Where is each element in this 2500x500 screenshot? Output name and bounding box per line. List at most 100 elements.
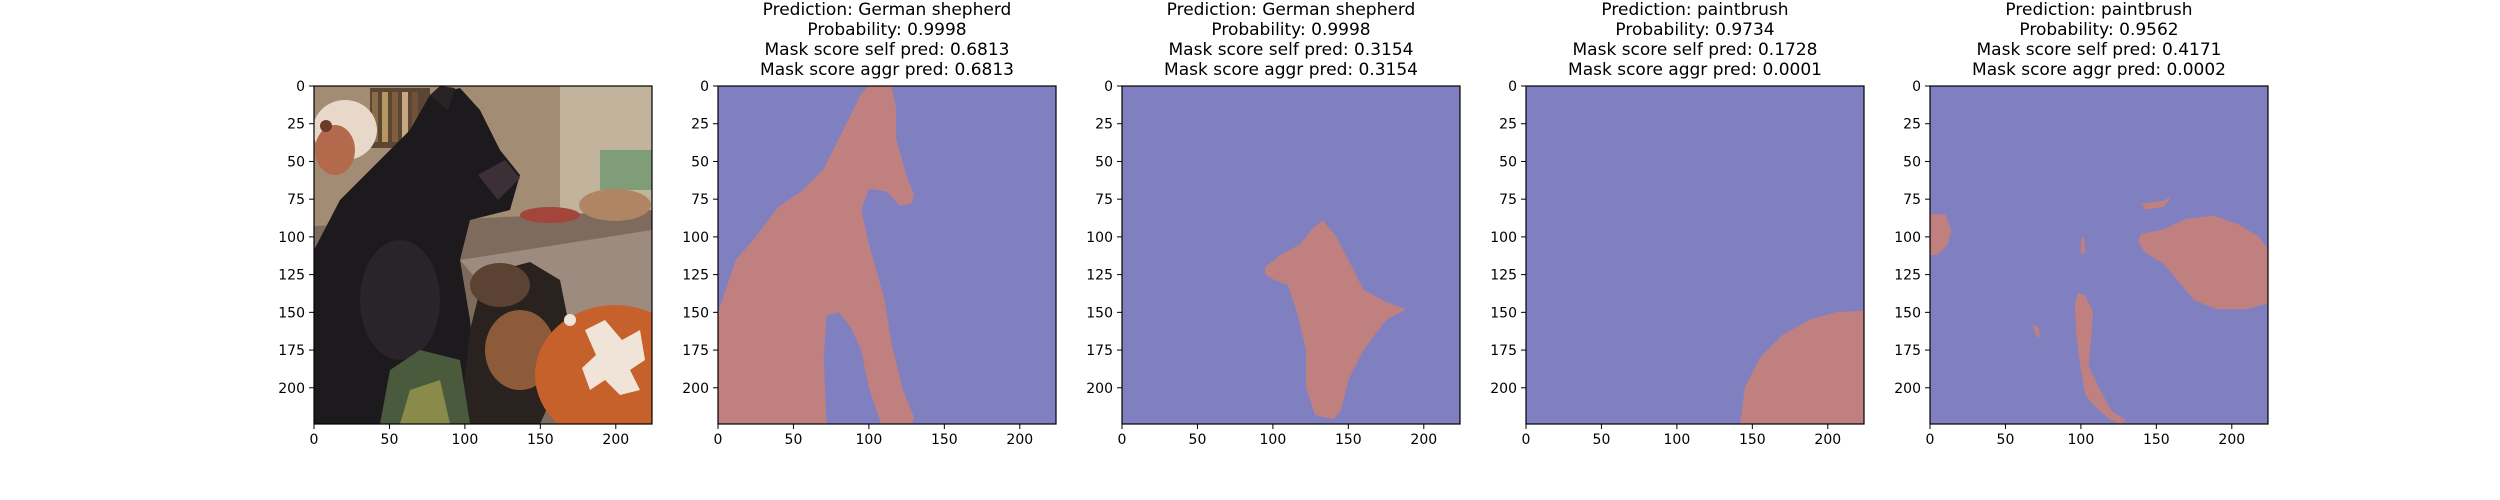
y-tick-label: 100 xyxy=(278,230,305,246)
mask-foreground-region xyxy=(2080,236,2086,255)
panel-title-line: Mask score self pred: 0.6813 xyxy=(765,40,1010,60)
y-tick-label: 175 xyxy=(1086,343,1113,359)
y-tick-label: 50 xyxy=(287,154,305,170)
axes-frame xyxy=(1525,85,1865,425)
panel-title-line: Probability: 0.9998 xyxy=(1211,20,1370,40)
mask-foreground-region xyxy=(1740,310,1864,424)
y-tick-label: 100 xyxy=(1490,230,1517,246)
x-tick-label: 0 xyxy=(714,432,723,448)
y-tick-label: 0 xyxy=(296,79,305,95)
y-tick-label: 0 xyxy=(1912,79,1921,95)
y-tick-label: 150 xyxy=(682,305,709,321)
y-tick-label: 200 xyxy=(1894,381,1921,397)
y-tick-label: 75 xyxy=(1903,192,1921,208)
y-tick-label: 25 xyxy=(691,117,709,133)
mask-foreground-region xyxy=(2141,196,2172,210)
y-tick-label: 50 xyxy=(1499,154,1517,170)
y-tick-label: 50 xyxy=(1903,154,1921,170)
y-tick-label: 100 xyxy=(1894,230,1921,246)
mask-foreground-region xyxy=(718,86,915,424)
x-tick-label: 0 xyxy=(1926,432,1935,448)
mask-image xyxy=(1122,86,1460,424)
x-tick-label: 100 xyxy=(856,432,883,448)
x-tick-label: 150 xyxy=(2143,432,2170,448)
panel-input-photo: 0 50 100 150 200 0 25 50 75 100 125 150 175 200 xyxy=(278,79,653,448)
x-tick-label: 100 xyxy=(2068,432,2095,448)
mask-foreground-region xyxy=(2074,292,2127,424)
axes-frame xyxy=(1929,85,2269,425)
mask-foreground-region xyxy=(1930,214,1952,255)
y-tick-label: 25 xyxy=(287,117,305,133)
x-tick-label: 200 xyxy=(1410,432,1437,448)
y-tick-label: 150 xyxy=(278,305,305,321)
y-tick-label: 75 xyxy=(287,192,305,208)
y-tick-label: 200 xyxy=(682,381,709,397)
y-tick-label: 100 xyxy=(682,230,709,246)
y-tick-label: 50 xyxy=(1095,154,1113,170)
panel-title-line: Prediction: German shepherd xyxy=(763,0,1012,20)
y-tick-label: 75 xyxy=(691,192,709,208)
x-tick-label: 50 xyxy=(1189,432,1207,448)
x-tick-label: 100 xyxy=(452,432,479,448)
panel-title-line: Mask score aggr pred: 0.0001 xyxy=(1568,60,1822,80)
mask-foreground-region xyxy=(2138,215,2268,310)
panel-mask-1: Prediction: German shepherdProbability: … xyxy=(682,0,1057,448)
x-tick-label: 50 xyxy=(785,432,803,448)
panel-mask-2: Prediction: German shepherdProbability: … xyxy=(1086,0,1461,448)
mask-foreground-region xyxy=(2032,324,2041,338)
input-photo xyxy=(314,86,652,424)
y-tick-label: 0 xyxy=(1104,79,1113,95)
x-tick-label: 150 xyxy=(1335,432,1362,448)
y-tick-label: 75 xyxy=(1095,192,1113,208)
x-tick-label: 0 xyxy=(1118,432,1127,448)
y-tick-label: 200 xyxy=(1490,381,1517,397)
panel-title-line: Mask score aggr pred: 0.3154 xyxy=(1164,60,1418,80)
x-tick-label: 150 xyxy=(931,432,958,448)
y-tick-label: 125 xyxy=(1086,268,1113,284)
y-tick-label: 175 xyxy=(278,343,305,359)
x-tick-label: 0 xyxy=(1522,432,1531,448)
y-tick-label: 200 xyxy=(278,381,305,397)
mask-foreground-region xyxy=(1265,220,1406,420)
y-tick-label: 175 xyxy=(1490,343,1517,359)
y-tick-label: 25 xyxy=(1903,117,1921,133)
mask-image xyxy=(718,86,1056,424)
y-tick-label: 175 xyxy=(1894,343,1921,359)
x-tick-label: 0 xyxy=(310,432,319,448)
x-tick-label: 200 xyxy=(2218,432,2245,448)
panel-title-line: Probability: 0.9998 xyxy=(807,20,966,40)
mask-image xyxy=(1526,86,1864,424)
y-tick-label: 25 xyxy=(1095,117,1113,133)
y-tick-label: 100 xyxy=(1086,230,1113,246)
y-tick-label: 125 xyxy=(278,268,305,284)
mask-image xyxy=(1930,86,2268,424)
x-tick-label: 200 xyxy=(1006,432,1033,448)
y-tick-label: 125 xyxy=(1894,268,1921,284)
y-tick-label: 150 xyxy=(1086,305,1113,321)
y-tick-label: 125 xyxy=(682,268,709,284)
y-tick-label: 175 xyxy=(682,343,709,359)
y-tick-label: 0 xyxy=(700,79,709,95)
x-tick-label: 50 xyxy=(1593,432,1611,448)
x-tick-label: 100 xyxy=(1664,432,1691,448)
panel-title-line: Mask score self pred: 0.4171 xyxy=(1977,40,2222,60)
x-tick-label: 200 xyxy=(1814,432,1841,448)
panel-title-line: Prediction: paintbrush xyxy=(1601,0,1788,20)
x-tick-label: 50 xyxy=(1997,432,2015,448)
y-tick-label: 0 xyxy=(1508,79,1517,95)
panel-title-line: Probability: 0.9562 xyxy=(2019,20,2178,40)
x-tick-label: 150 xyxy=(1739,432,1766,448)
x-tick-label: 150 xyxy=(527,432,554,448)
axes-frame xyxy=(1121,85,1461,425)
y-tick-label: 150 xyxy=(1894,305,1921,321)
panel-title-line: Prediction: paintbrush xyxy=(2005,0,2192,20)
x-tick-label: 100 xyxy=(1260,432,1287,448)
x-tick-label: 200 xyxy=(602,432,629,448)
y-tick-label: 50 xyxy=(691,154,709,170)
y-tick-label: 150 xyxy=(1490,305,1517,321)
panel-title-line: Prediction: German shepherd xyxy=(1167,0,1416,20)
panel-title-line: Mask score self pred: 0.1728 xyxy=(1573,40,1818,60)
